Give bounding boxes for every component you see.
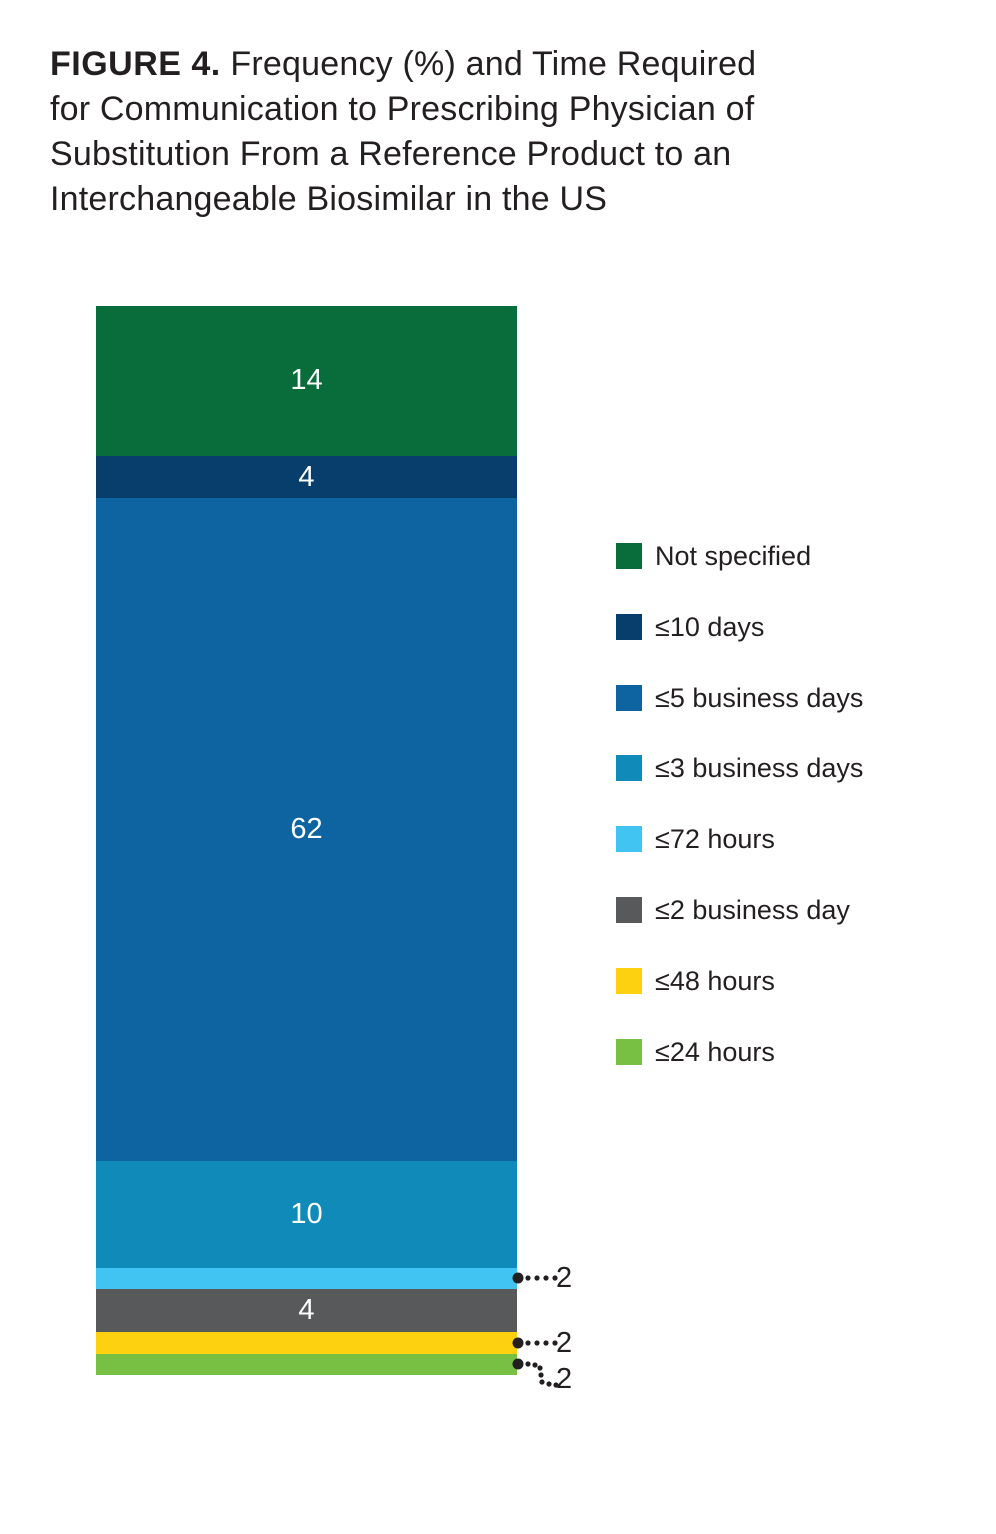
- legend-item-le10-days: ≤10 days: [616, 611, 863, 642]
- figure-title: FIGURE 4. Frequency (%) and Time Require…: [50, 42, 950, 222]
- stacked-bar: 14 4 62 10 4: [96, 306, 517, 1375]
- segment-value-label: 4: [298, 460, 315, 493]
- callout-value-le72-hours: 2: [556, 1262, 573, 1294]
- title-text: Frequency (%) and Time Required: [230, 45, 757, 83]
- legend-label: ≤2 business day: [655, 894, 850, 925]
- callout-leader-dots-le72-hours: [512, 1272, 558, 1284]
- legend-label: ≤24 hours: [655, 1036, 775, 1067]
- segment-value-label: 14: [290, 364, 323, 397]
- legend-swatch-icon: [616, 543, 642, 569]
- legend-label: ≤5 business days: [655, 682, 864, 713]
- legend-swatch-icon: [616, 613, 642, 640]
- segment-value-label: 4: [298, 1294, 315, 1327]
- bar-segment-not-specified: 14: [96, 306, 517, 456]
- bar-segment-le24-hours: [96, 1353, 517, 1375]
- legend-label: Not specified: [655, 541, 812, 571]
- legend-label: ≤72 hours: [655, 824, 775, 855]
- callout-leader-dots-le48-hours: [512, 1337, 558, 1349]
- bar-segment-le3-business-days: 10: [96, 1161, 517, 1269]
- bar-segment-le10-days: 4: [96, 455, 517, 499]
- legend-item-le24-hours: ≤24 hours: [616, 1036, 863, 1067]
- title-line: FIGURE 4. Frequency (%) and Time Require…: [50, 42, 950, 87]
- title-line: Interchangeable Biosimilar in the US: [50, 180, 608, 218]
- legend-item-not-specified: Not specified: [616, 541, 863, 571]
- bar-segment-le48-hours: [96, 1332, 517, 1354]
- legend-swatch-icon: [616, 896, 642, 923]
- legend-swatch-icon: [616, 967, 642, 994]
- bar-segment-le2-business-day: 4: [96, 1289, 517, 1333]
- callout-leader-dots-le24-hours: [512, 1358, 559, 1388]
- legend-item-le72-hours: ≤72 hours: [616, 824, 863, 855]
- bar-segment-le5-business-days: 62: [96, 498, 517, 1162]
- legend-label: ≤48 hours: [655, 965, 775, 996]
- segment-value-label: 62: [290, 813, 323, 846]
- legend-swatch-icon: [616, 684, 642, 711]
- segment-value-label: 10: [290, 1198, 323, 1231]
- legend-label: ≤10 days: [655, 611, 765, 642]
- title-line: Substitution From a Reference Product to…: [50, 135, 732, 173]
- legend-swatch-icon: [616, 826, 642, 853]
- legend-swatch-icon: [616, 755, 642, 782]
- legend-item-le48-hours: ≤48 hours: [616, 965, 863, 996]
- legend-label: ≤3 business days: [655, 753, 864, 784]
- title-line: for Communication to Prescribing Physici…: [50, 90, 755, 128]
- legend-item-le2-business-day: ≤2 business day: [616, 894, 863, 925]
- figure-label: FIGURE 4.: [50, 45, 221, 83]
- legend-swatch-icon: [616, 1038, 642, 1065]
- legend-item-le5-business-days: ≤5 business days: [616, 682, 864, 713]
- legend: Not specified ≤10 days ≤5 business days …: [616, 543, 863, 1065]
- callout-value-le48-hours: 2: [556, 1327, 573, 1359]
- legend-item-le3-business-days: ≤3 business days: [616, 753, 864, 784]
- bar-segment-le72-hours: [96, 1268, 517, 1290]
- callout-value-le24-hours: 2: [556, 1363, 573, 1395]
